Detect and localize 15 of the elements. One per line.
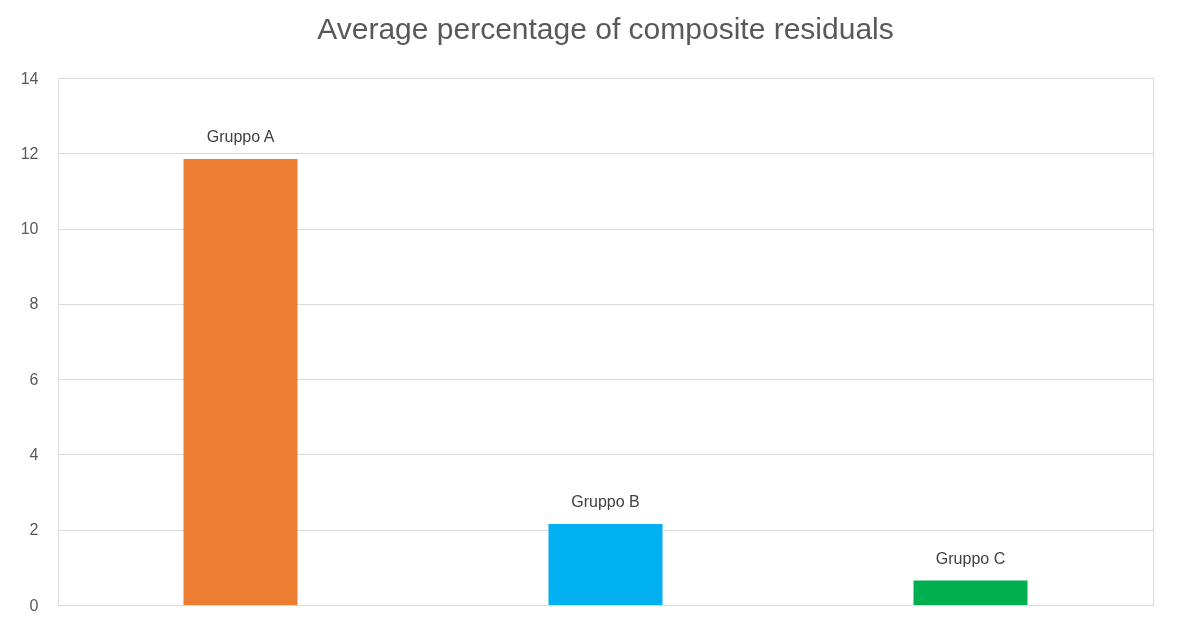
bar	[548, 524, 663, 605]
x-tick-label: Gruppo B	[571, 493, 640, 511]
y-tick-label: 14	[20, 69, 39, 87]
chart-title: Average percentage of composite residuals	[317, 12, 894, 45]
y-tick-label: 0	[29, 596, 39, 614]
y-tick-label: 2	[29, 521, 39, 539]
y-tick-label: 10	[20, 220, 39, 238]
y-tick-label: 4	[29, 445, 39, 463]
x-tick-label: Gruppo C	[935, 549, 1006, 567]
x-tick-label: Gruppo A	[206, 127, 275, 145]
y-tick-label: 6	[29, 370, 39, 388]
y-tick-label: 8	[29, 295, 39, 313]
bar	[913, 580, 1028, 605]
y-tick-label: 12	[20, 144, 39, 162]
bar	[183, 158, 298, 605]
